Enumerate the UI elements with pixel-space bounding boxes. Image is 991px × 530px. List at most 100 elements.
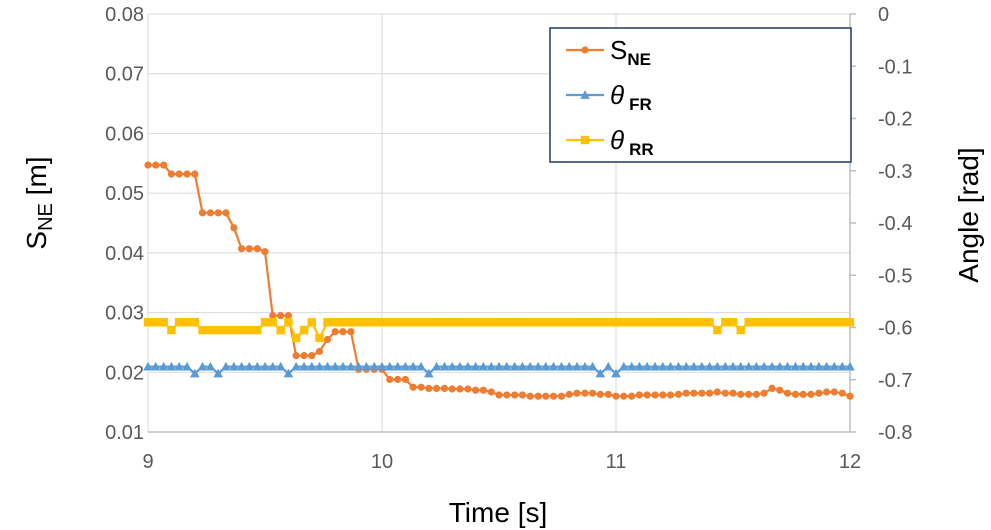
data-point <box>713 325 722 335</box>
legend-swatch-marker <box>581 46 589 54</box>
data-point <box>767 318 777 327</box>
data-point <box>229 361 239 371</box>
data-point <box>323 335 332 344</box>
data-point <box>634 361 645 371</box>
data-point <box>838 318 847 327</box>
data-point <box>230 224 238 232</box>
data-point <box>269 311 277 320</box>
data-point <box>846 392 854 400</box>
data-point <box>401 375 409 384</box>
data-point <box>338 361 348 371</box>
data-point <box>806 361 816 371</box>
data-point <box>167 170 175 178</box>
data-point <box>782 361 793 371</box>
y-left-tick-label: 0.05 <box>105 183 144 205</box>
y-axis-right-title: Angle [rad] <box>953 147 984 282</box>
data-point <box>704 361 715 371</box>
data-point <box>206 209 215 217</box>
y-axis-left-title-sub: NE <box>35 203 57 231</box>
data-point <box>143 361 153 371</box>
y-axis-left-title-main: S <box>21 231 52 250</box>
data-point <box>681 361 691 371</box>
data-point <box>409 383 417 391</box>
data-point <box>721 389 729 397</box>
data-point <box>635 391 644 399</box>
y-left-tick-label: 0.08 <box>105 4 144 26</box>
data-point <box>424 318 433 327</box>
data-point <box>331 318 340 327</box>
data-point <box>509 361 520 371</box>
data-point <box>510 318 519 327</box>
data-point <box>533 361 543 371</box>
data-point <box>253 325 262 335</box>
data-point <box>206 325 215 335</box>
data-point <box>440 384 449 393</box>
data-point <box>799 390 807 398</box>
data-point <box>595 368 606 378</box>
legend-label: SNE <box>610 35 651 69</box>
data-point <box>400 361 411 371</box>
data-point <box>260 318 270 327</box>
data-point <box>760 389 768 397</box>
data-point <box>197 361 208 371</box>
data-point <box>838 389 846 397</box>
data-point <box>604 318 613 327</box>
data-point <box>346 361 356 371</box>
data-point <box>533 318 543 327</box>
data-point <box>494 361 504 371</box>
data-point <box>635 318 644 327</box>
data-point <box>393 318 402 327</box>
data-point <box>511 391 519 399</box>
data-point <box>191 170 199 178</box>
data-point <box>284 318 293 327</box>
data-point <box>307 361 317 371</box>
data-point <box>143 318 153 327</box>
data-point <box>775 361 785 371</box>
data-point <box>626 361 637 371</box>
data-point <box>791 390 800 398</box>
data-point <box>456 385 464 393</box>
y-left-tick-label: 0.06 <box>105 123 144 145</box>
data-point <box>432 318 441 327</box>
data-point <box>495 391 503 399</box>
data-point <box>331 328 339 336</box>
y-right-tick-label: -0.1 <box>878 56 912 78</box>
legend-label: θ FR <box>610 80 652 114</box>
data-point <box>455 318 465 327</box>
data-point <box>814 361 824 371</box>
data-point <box>346 318 356 327</box>
data-point <box>502 318 511 327</box>
data-point <box>245 245 253 253</box>
data-point <box>596 390 604 398</box>
data-point <box>455 361 465 371</box>
data-point <box>759 361 769 371</box>
data-point <box>308 351 316 360</box>
data-point <box>283 368 294 378</box>
data-point <box>322 361 333 371</box>
data-point <box>221 361 231 371</box>
data-point <box>830 318 839 327</box>
data-point <box>752 318 761 327</box>
series-fr <box>143 361 855 378</box>
data-point <box>377 361 387 371</box>
data-point <box>440 318 449 327</box>
data-point <box>721 318 730 327</box>
data-point <box>589 389 597 397</box>
data-point <box>190 368 200 378</box>
data-point <box>487 318 496 327</box>
data-point <box>151 318 160 327</box>
data-point <box>776 386 784 394</box>
data-point <box>424 368 434 378</box>
data-point <box>471 318 480 327</box>
data-point <box>369 361 380 371</box>
data-point <box>347 328 355 336</box>
y-axis-left-title: SNE [m] <box>21 156 57 249</box>
data-point <box>158 361 169 371</box>
data-point <box>238 245 246 253</box>
data-point <box>463 361 473 371</box>
data-point <box>525 318 535 327</box>
data-point <box>845 361 855 371</box>
data-point <box>198 325 207 335</box>
data-point <box>728 318 738 327</box>
data-point <box>447 361 457 371</box>
